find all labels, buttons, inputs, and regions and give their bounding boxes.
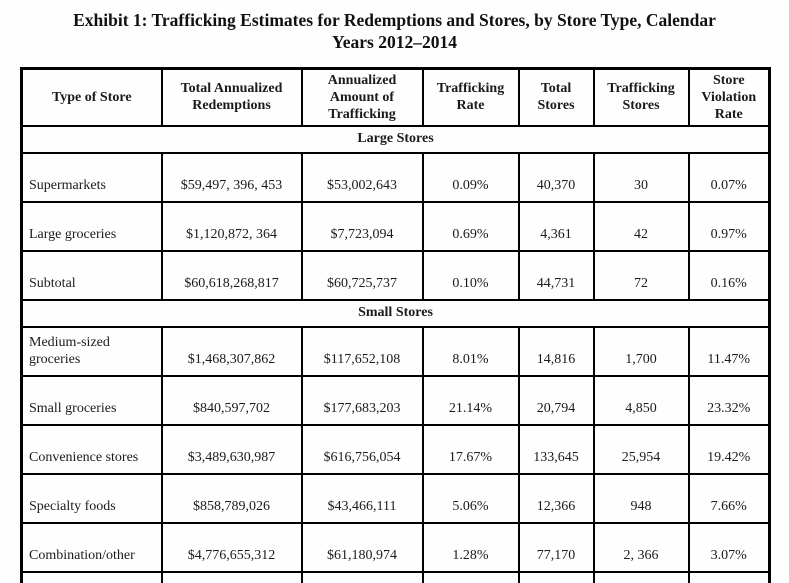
- row-label: Combination/other: [20, 521, 163, 573]
- table-row: Subtotal $60,618,268,817 $60,725,737 0.10% 4…: [20, 249, 771, 301]
- cell-store-violation-rate: 7.66%: [687, 472, 771, 524]
- cell-total-annualized-redemptions: $1,468,307,862: [160, 325, 303, 377]
- row-label: Supermarkets: [20, 151, 163, 203]
- col-header-total-stores: Total Stores: [517, 67, 595, 127]
- cell-total-stores: 258,791: [517, 570, 595, 583]
- cell-total-annualized-redemptions: $3,489,630,987: [160, 423, 303, 475]
- row-label: Specialty foods: [20, 472, 163, 524]
- section-label: Large Stores: [20, 124, 771, 154]
- cell-trafficking-rate: 5.06%: [421, 472, 520, 524]
- cell-trafficking-rate: 0.69%: [421, 200, 520, 252]
- cell-store-violation-rate: 11.47%: [687, 325, 771, 377]
- row-label: Large groceries: [20, 200, 163, 252]
- table-row: Convenience stores $3,489,630,987 $616,756…: [20, 423, 771, 475]
- cell-trafficking-stores: 2, 366: [592, 521, 690, 573]
- page-title: Exhibit 1: Trafficking Estimates for Red…: [0, 0, 789, 54]
- cell-store-violation-rate: 23.32%: [687, 374, 771, 426]
- cell-annualized-amount-of-trafficking: $7,723,094: [300, 200, 424, 252]
- cell-total-annualized-redemptions: $858,789,026: [160, 472, 303, 524]
- cell-total-stores: 12,366: [517, 472, 595, 524]
- cell-store-violation-rate: 0.07%: [687, 151, 771, 203]
- cell-annualized-amount-of-trafficking: $117,652,108: [300, 325, 424, 377]
- col-header-trafficking-stores: Trafficking Stores: [592, 67, 690, 127]
- cell-total-stores: 44,731: [517, 249, 595, 301]
- row-label: Subtotal: [20, 249, 163, 301]
- cell-trafficking-rate: 1.28%: [421, 521, 520, 573]
- row-label: Small groceries: [20, 374, 163, 426]
- col-header-store-violation-rate: Store Violation Rate: [687, 67, 771, 127]
- col-header-annualized-amount-of-trafficking: Annualized Amount of Trafficking: [300, 67, 424, 127]
- row-label: Convenience stores: [20, 423, 163, 475]
- col-header-total-annualized-redemptions: Total Annualized Redemptions: [160, 67, 303, 127]
- table-row: Supermarkets $59,497, 396, 453 $53,002,643…: [20, 151, 771, 203]
- cell-trafficking-stores: 30: [592, 151, 690, 203]
- cell-total-stores: 77,170: [517, 521, 595, 573]
- cell-trafficking-stores: 4,850: [592, 374, 690, 426]
- cell-trafficking-stores: 35,818: [592, 570, 690, 583]
- cell-store-violation-rate: 3.07%: [687, 521, 771, 573]
- cell-total-stores: 4,361: [517, 200, 595, 252]
- cell-annualized-amount-of-trafficking: $177,683,203: [300, 374, 424, 426]
- section-label: Small Stores: [20, 298, 771, 328]
- cell-trafficking-rate: 17.67%: [421, 423, 520, 475]
- cell-annualized-amount-of-trafficking: $53,002,643: [300, 151, 424, 203]
- cell-annualized-amount-of-trafficking: $60,725,737: [300, 249, 424, 301]
- cell-total-annualized-redemptions: $11,433,980,889: [160, 570, 303, 583]
- cell-trafficking-stores: 25,954: [592, 423, 690, 475]
- table-header-row: Type of Store Total Annualized Redemption…: [20, 67, 771, 127]
- title-line-2: Years 2012–2014: [332, 31, 457, 52]
- cell-annualized-amount-of-trafficking: $1,016,738,450: [300, 570, 424, 583]
- table-row: Specialty foods $858,789,026 $43,466,111 5.…: [20, 472, 771, 524]
- table-row: Small groceries $840,597,702 $177,683,203 2…: [20, 374, 771, 426]
- cell-trafficking-rate: 0.09%: [421, 151, 520, 203]
- cell-total-annualized-redemptions: $1,120,872, 364: [160, 200, 303, 252]
- cell-trafficking-rate: 21.14%: [421, 374, 520, 426]
- trafficking-estimates-table: Type of Store Total Annualized Redemption…: [20, 66, 771, 583]
- cell-trafficking-rate: 8.89%: [421, 570, 520, 583]
- table-row: Combination/other $4,776,655,312 $61,180,9…: [20, 521, 771, 573]
- cell-store-violation-rate: 19.42%: [687, 423, 771, 475]
- table-row: Medium-sized groceries $1,468,307,862 $117…: [20, 325, 771, 377]
- cell-trafficking-stores: 1,700: [592, 325, 690, 377]
- cell-trafficking-stores: 72: [592, 249, 690, 301]
- cell-total-annualized-redemptions: $4,776,655,312: [160, 521, 303, 573]
- cell-total-annualized-redemptions: $840,597,702: [160, 374, 303, 426]
- cell-annualized-amount-of-trafficking: $616,756,054: [300, 423, 424, 475]
- table-row: Large groceries $1,120,872, 364 $7,723,094…: [20, 200, 771, 252]
- col-header-type-of-store: Type of Store: [20, 67, 163, 127]
- row-label: Subtotal: [20, 570, 163, 583]
- cell-trafficking-stores: 948: [592, 472, 690, 524]
- col-header-trafficking-rate: Trafficking Rate: [421, 67, 520, 127]
- cell-trafficking-rate: 8.01%: [421, 325, 520, 377]
- cell-total-stores: 133,645: [517, 423, 595, 475]
- title-line-1: Exhibit 1: Trafficking Estimates for Red…: [73, 10, 716, 30]
- cell-trafficking-rate: 0.10%: [421, 249, 520, 301]
- cell-annualized-amount-of-trafficking: $61,180,974: [300, 521, 424, 573]
- cell-total-stores: 40,370: [517, 151, 595, 203]
- cell-total-stores: 20,794: [517, 374, 595, 426]
- cell-trafficking-stores: 42: [592, 200, 690, 252]
- row-label: Medium-sized groceries: [20, 325, 163, 377]
- cell-store-violation-rate: 0.97%: [687, 200, 771, 252]
- table-row: Subtotal$11,433,980,889$1,016,738,4508.8…: [20, 570, 771, 583]
- cell-annualized-amount-of-trafficking: $43,466,111: [300, 472, 424, 524]
- cell-store-violation-rate: 13.84%: [687, 570, 771, 583]
- section-band-row-small-stores: Small Stores: [20, 298, 771, 328]
- cell-total-annualized-redemptions: $60,618,268,817: [160, 249, 303, 301]
- cell-total-annualized-redemptions: $59,497, 396, 453: [160, 151, 303, 203]
- cell-store-violation-rate: 0.16%: [687, 249, 771, 301]
- cell-total-stores: 14,816: [517, 325, 595, 377]
- section-band-row-large-stores: Large Stores: [20, 124, 771, 154]
